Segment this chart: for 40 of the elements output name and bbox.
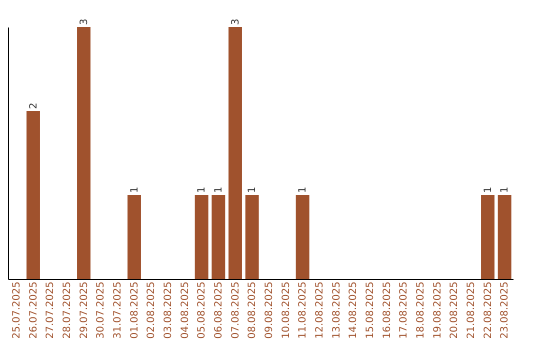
x-tick-label: 22.08.2025 bbox=[482, 282, 494, 339]
x-tick-label: 21.08.2025 bbox=[466, 282, 477, 339]
x-tick-label: 18.08.2025 bbox=[415, 282, 426, 339]
x-tick-label: 26.07.2025 bbox=[28, 282, 40, 339]
x-tick-label: 03.08.2025 bbox=[162, 282, 174, 339]
x-tick-label: 30.07.2025 bbox=[96, 282, 107, 339]
data-label: 1 bbox=[500, 186, 511, 193]
x-tick-label: 07.08.2025 bbox=[230, 282, 242, 339]
x-tick-label: 06.08.2025 bbox=[213, 282, 224, 339]
x-tick-label: 09.08.2025 bbox=[264, 282, 275, 339]
x-tick-label: 20.08.2025 bbox=[449, 282, 460, 339]
x-tick-label: 27.07.2025 bbox=[45, 282, 56, 339]
x-tick-label: 14.08.2025 bbox=[348, 282, 360, 339]
x-tick-label: 31.07.2025 bbox=[112, 282, 124, 339]
x-tick-label: 10.08.2025 bbox=[280, 282, 292, 339]
x-tick-label: 01.08.2025 bbox=[129, 282, 140, 339]
data-label: 1 bbox=[196, 186, 208, 193]
x-tick-label: 25.07.2025 bbox=[11, 282, 22, 339]
data-label: 1 bbox=[298, 186, 309, 193]
x-tick-label: 29.07.2025 bbox=[78, 282, 90, 339]
x-tick-label: 16.08.2025 bbox=[382, 282, 393, 339]
data-label: 1 bbox=[129, 186, 140, 193]
x-tick-label: 05.08.2025 bbox=[196, 282, 208, 339]
x-tick-label: 19.08.2025 bbox=[432, 282, 444, 339]
data-label: 3 bbox=[230, 18, 242, 25]
x-tick-label: 17.08.2025 bbox=[398, 282, 410, 339]
x-tick-label: 08.08.2025 bbox=[247, 282, 258, 339]
x-tick-label: 11.08.2025 bbox=[298, 282, 309, 339]
x-tick-label: 13.08.2025 bbox=[331, 282, 342, 339]
data-label: 1 bbox=[247, 186, 258, 193]
x-tick-label: 12.08.2025 bbox=[314, 282, 326, 339]
x-tick-label: 04.08.2025 bbox=[180, 282, 191, 339]
x-tick-label: 28.07.2025 bbox=[62, 282, 73, 339]
data-label: 3 bbox=[78, 18, 90, 25]
x-tick-label: 15.08.2025 bbox=[364, 282, 376, 339]
data-label: 2 bbox=[28, 102, 40, 109]
data-label: 1 bbox=[482, 186, 494, 193]
x-tick-label: 02.08.2025 bbox=[146, 282, 158, 339]
data-label: 1 bbox=[213, 186, 224, 193]
x-tick-label: 23.08.2025 bbox=[500, 282, 511, 339]
